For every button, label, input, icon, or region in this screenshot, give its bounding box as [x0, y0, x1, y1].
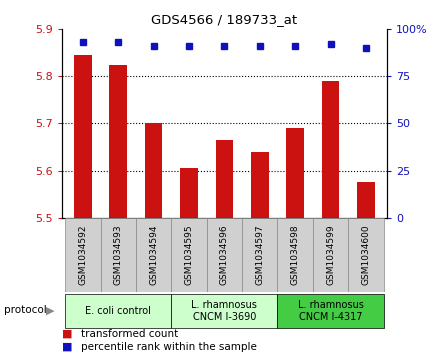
Bar: [357, 183, 375, 218]
Text: ▶: ▶: [46, 305, 55, 315]
Text: E. coli control: E. coli control: [85, 306, 151, 316]
Bar: [251, 152, 269, 218]
Bar: [207, 218, 242, 292]
Text: L. rhamnosus
CNCM I-4317: L. rhamnosus CNCM I-4317: [297, 301, 363, 322]
Text: GSM1034592: GSM1034592: [78, 225, 87, 285]
Bar: [242, 218, 278, 292]
Text: ■: ■: [62, 329, 72, 339]
Text: L. rhamnosus
CNCM I-3690: L. rhamnosus CNCM I-3690: [191, 301, 257, 322]
Bar: [171, 294, 278, 329]
Bar: [180, 168, 198, 218]
Text: GSM1034598: GSM1034598: [291, 225, 300, 285]
Text: GSM1034597: GSM1034597: [255, 225, 264, 285]
Bar: [278, 294, 384, 329]
Bar: [74, 55, 92, 218]
Text: ■: ■: [62, 342, 72, 352]
Text: percentile rank within the sample: percentile rank within the sample: [81, 342, 257, 352]
Text: GSM1034596: GSM1034596: [220, 225, 229, 285]
Text: GSM1034593: GSM1034593: [114, 225, 123, 285]
Bar: [110, 65, 127, 218]
Text: GSM1034594: GSM1034594: [149, 225, 158, 285]
Text: GSM1034595: GSM1034595: [184, 225, 194, 285]
Title: GDS4566 / 189733_at: GDS4566 / 189733_at: [151, 13, 297, 26]
Bar: [322, 81, 339, 218]
Bar: [313, 218, 348, 292]
Bar: [286, 128, 304, 218]
Text: GSM1034599: GSM1034599: [326, 225, 335, 285]
Bar: [65, 218, 100, 292]
Bar: [216, 140, 233, 218]
Bar: [100, 218, 136, 292]
Bar: [145, 123, 162, 218]
Text: transformed count: transformed count: [81, 329, 179, 339]
Bar: [136, 218, 171, 292]
Bar: [348, 218, 384, 292]
Bar: [65, 294, 171, 329]
Bar: [278, 218, 313, 292]
Text: GSM1034600: GSM1034600: [362, 225, 370, 285]
Bar: [171, 218, 207, 292]
Text: protocol: protocol: [4, 305, 47, 315]
